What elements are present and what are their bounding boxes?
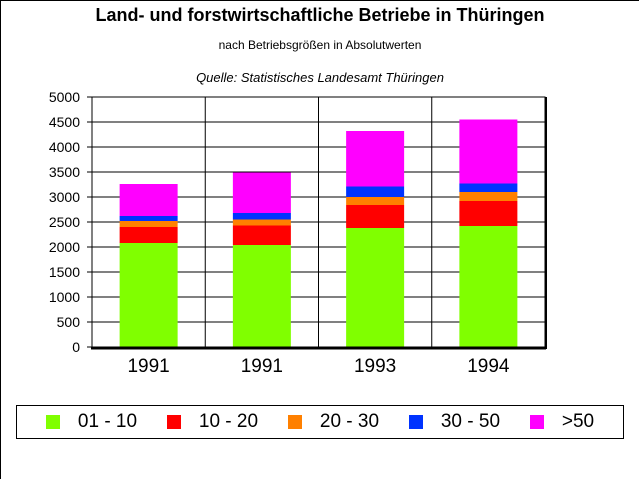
bar-segment — [232, 172, 291, 213]
bar-segment — [119, 243, 178, 347]
legend-item: 10 - 20 — [166, 411, 259, 433]
legend-swatch — [166, 415, 181, 429]
legend-item: 30 - 50 — [408, 411, 501, 433]
bar-segment — [232, 225, 291, 245]
y-tick-label: 1500 — [49, 264, 80, 280]
bar-segment — [232, 213, 291, 220]
y-tick-label: 4500 — [49, 114, 80, 130]
bar-segment — [119, 227, 178, 243]
legend-item: 20 - 30 — [287, 411, 380, 433]
y-tick-label: 500 — [57, 314, 81, 330]
y-tick-label: 3000 — [49, 189, 80, 205]
legend-item: 01 - 10 — [45, 411, 138, 433]
bar-segment — [232, 219, 291, 226]
bar-segment — [346, 131, 405, 187]
stacked-bar-chart: 0 500 1000 1500 2000 2500 3000 3500 4000 4500 5000… — [49, 89, 547, 377]
y-tick-label: 3500 — [49, 164, 80, 180]
bar-segment — [119, 184, 178, 216]
bar-segment — [346, 197, 405, 205]
chart-title: Land- und forstwirtschaftliche Betriebe … — [95, 5, 545, 25]
x-tick-label: 1993 — [354, 356, 396, 377]
bar-segment — [459, 201, 518, 226]
x-tick-label: 1994 — [467, 356, 510, 377]
bar-segment — [346, 186, 405, 197]
bar-segment — [119, 221, 178, 227]
bar-segment — [459, 183, 518, 192]
chart-source: Quelle: Statistisches Landesamt Thüringe… — [196, 70, 444, 85]
y-tick-label: 2500 — [49, 214, 80, 230]
y-tick-label: 1000 — [49, 289, 80, 305]
legend-swatch — [45, 415, 60, 429]
bar-segment — [459, 192, 518, 201]
legend-label: 20 - 30 — [319, 411, 380, 432]
x-tick-label: 1991 — [241, 356, 283, 377]
y-tick-label: 0 — [72, 339, 80, 355]
legend-item: >50 — [529, 411, 595, 433]
bar-segment — [459, 119, 518, 184]
bar-segment — [346, 228, 405, 347]
legend-label: 10 - 20 — [198, 411, 259, 432]
bar-segment — [119, 216, 178, 221]
bar-segment — [346, 205, 405, 228]
legend-swatch — [287, 415, 302, 429]
y-tick-label: 5000 — [49, 89, 80, 105]
x-tick-label: 1991 — [127, 356, 169, 377]
chart-legend: 01 - 10 10 - 20 20 - 30 30 - 50 >50 — [16, 405, 624, 439]
bar-segment — [232, 245, 291, 347]
legend-label: >50 — [561, 411, 595, 432]
legend-label: 30 - 50 — [440, 411, 501, 432]
legend-label: 01 - 10 — [77, 411, 138, 432]
y-tick-label: 4000 — [49, 139, 80, 155]
bar-segment — [459, 226, 518, 347]
legend-swatch — [408, 415, 423, 429]
y-tick-label: 2000 — [49, 239, 80, 255]
chart-subtitle: nach Betriebsgrößen in Absolutwerten — [218, 38, 422, 52]
legend-swatch — [529, 415, 544, 429]
